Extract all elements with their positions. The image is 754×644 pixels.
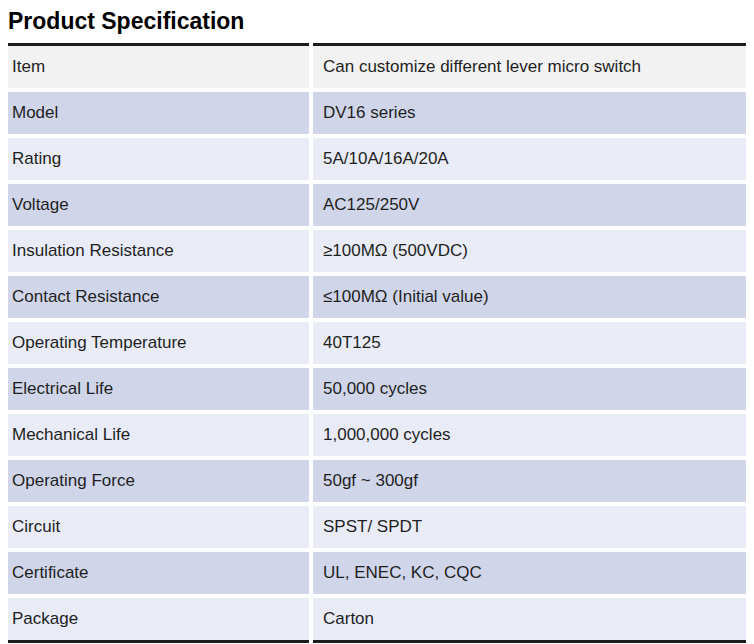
spec-label: Model <box>8 92 309 134</box>
spec-label: Insulation Resistance <box>8 230 309 272</box>
spec-table-body: ItemCan customize different lever micro … <box>8 43 746 643</box>
table-row: Insulation Resistance≥100MΩ (500VDC) <box>8 230 746 272</box>
table-row: ModelDV16 series <box>8 92 746 134</box>
spec-label: Mechanical Life <box>8 414 309 456</box>
product-spec-page: Product Specification ItemCan customize … <box>0 0 754 644</box>
spec-label: Electrical Life <box>8 368 309 410</box>
table-row: PackageCarton <box>8 598 746 643</box>
spec-label: Contact Resistance <box>8 276 309 318</box>
spec-table: ItemCan customize different lever micro … <box>4 39 750 644</box>
spec-label: Rating <box>8 138 309 180</box>
table-row: Operating Force50gf ~ 300gf <box>8 460 746 502</box>
table-row: Contact Resistance≤100MΩ (Initial value) <box>8 276 746 318</box>
table-row: VoltageAC125/250V <box>8 184 746 226</box>
table-row: CertificateUL, ENEC, KC, CQC <box>8 552 746 594</box>
spec-label: Item <box>8 43 309 88</box>
table-row: Rating5A/10A/16A/20A <box>8 138 746 180</box>
spec-value: ≥100MΩ (500VDC) <box>313 230 746 272</box>
spec-label: Operating Temperature <box>8 322 309 364</box>
spec-label: Certificate <box>8 552 309 594</box>
spec-value: 1,000,000 cycles <box>313 414 746 456</box>
spec-label: Operating Force <box>8 460 309 502</box>
table-row: Mechanical Life1,000,000 cycles <box>8 414 746 456</box>
spec-value: UL, ENEC, KC, CQC <box>313 552 746 594</box>
spec-label: Package <box>8 598 309 643</box>
page-title: Product Specification <box>0 0 754 35</box>
spec-value: AC125/250V <box>313 184 746 226</box>
table-row: Electrical Life50,000 cycles <box>8 368 746 410</box>
table-row: Operating Temperature40T125 <box>8 322 746 364</box>
spec-value: 50,000 cycles <box>313 368 746 410</box>
spec-value: ≤100MΩ (Initial value) <box>313 276 746 318</box>
spec-value: 5A/10A/16A/20A <box>313 138 746 180</box>
spec-value: DV16 series <box>313 92 746 134</box>
spec-value: Can customize different lever micro swit… <box>313 43 746 88</box>
table-row: CircuitSPST/ SPDT <box>8 506 746 548</box>
spec-value: Carton <box>313 598 746 643</box>
spec-label: Circuit <box>8 506 309 548</box>
spec-value: SPST/ SPDT <box>313 506 746 548</box>
spec-value: 50gf ~ 300gf <box>313 460 746 502</box>
spec-value: 40T125 <box>313 322 746 364</box>
spec-label: Voltage <box>8 184 309 226</box>
table-row: ItemCan customize different lever micro … <box>8 43 746 88</box>
